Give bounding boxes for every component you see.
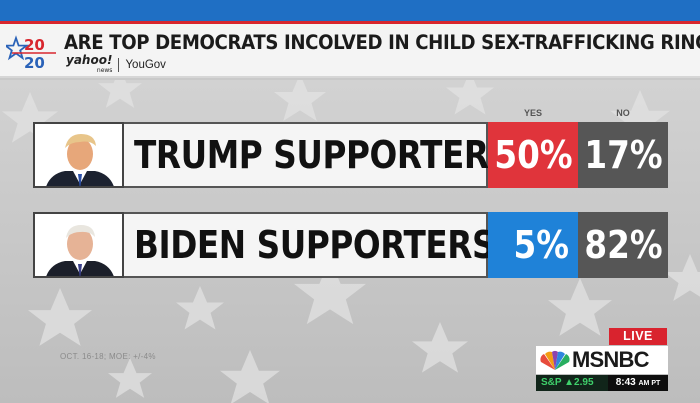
yes-value: 50% [493, 133, 573, 177]
row-label-box: BIDEN SUPPORTERS [124, 212, 496, 278]
top-color-strip [0, 0, 700, 24]
election-2020-logo: 20 20 [6, 35, 56, 72]
graphic-header: 20 20 ARE TOP DEMOCRATS INCOLVED IN CHIL… [0, 24, 700, 78]
portrait-image [35, 214, 122, 276]
biden-supporters-row: BIDEN SUPPORTERS 5% 82% [33, 212, 669, 278]
yes-percentage: 50% [488, 122, 578, 188]
top-red-line [0, 21, 700, 24]
no-percentage: 82% [578, 212, 668, 278]
peacock-icon [540, 351, 570, 370]
yahoo-news-sub: news [96, 66, 113, 74]
no-value: 82% [583, 223, 663, 267]
yahoo-wordmark: yahoo! [66, 52, 113, 67]
headline: ARE TOP DEMOCRATS INCOLVED IN CHILD SEX-… [64, 31, 700, 54]
row-label: BIDEN SUPPORTERS [134, 223, 496, 267]
clock-time: 8:43 [615, 377, 636, 388]
trump-photo [33, 122, 124, 188]
network-logo: MSNBC [536, 346, 668, 374]
clock: 8:43 AM PT [608, 375, 668, 391]
biden-photo [33, 212, 124, 278]
portrait-image [35, 124, 122, 186]
yahoo-news-logo: yahoo! news [66, 52, 113, 76]
market-ticker: S&P ▲2.95 8:43 AM PT [536, 375, 668, 391]
no-percentage: 17% [578, 122, 668, 188]
clock-ampm: AM PT [638, 380, 661, 387]
poll-sources: yahoo! news YouGov [66, 52, 166, 76]
network-wordmark: MSNBC [572, 347, 649, 372]
yougov-logo: YouGov [125, 59, 166, 71]
source-divider [118, 58, 120, 72]
column-header-yes: YES [523, 108, 542, 118]
yes-value: 5% [514, 223, 570, 267]
logo-top-text: 20 [24, 36, 45, 54]
logo-bottom-text: 20 [24, 54, 45, 72]
column-header-no: NO [616, 108, 630, 118]
no-value: 17% [583, 133, 663, 177]
trump-supporters-row: TRUMP SUPPORTERS 50% 17% [33, 122, 669, 188]
row-label-box: TRUMP SUPPORTERS [124, 122, 512, 188]
yes-percentage: 5% [488, 212, 578, 278]
sp500-ticker: S&P ▲2.95 [536, 375, 608, 391]
live-badge: LIVE [609, 328, 667, 345]
row-label: TRUMP SUPPORTERS [134, 133, 512, 177]
poll-footnote: OCT. 16-18; MOE: +/-4% [60, 352, 156, 361]
